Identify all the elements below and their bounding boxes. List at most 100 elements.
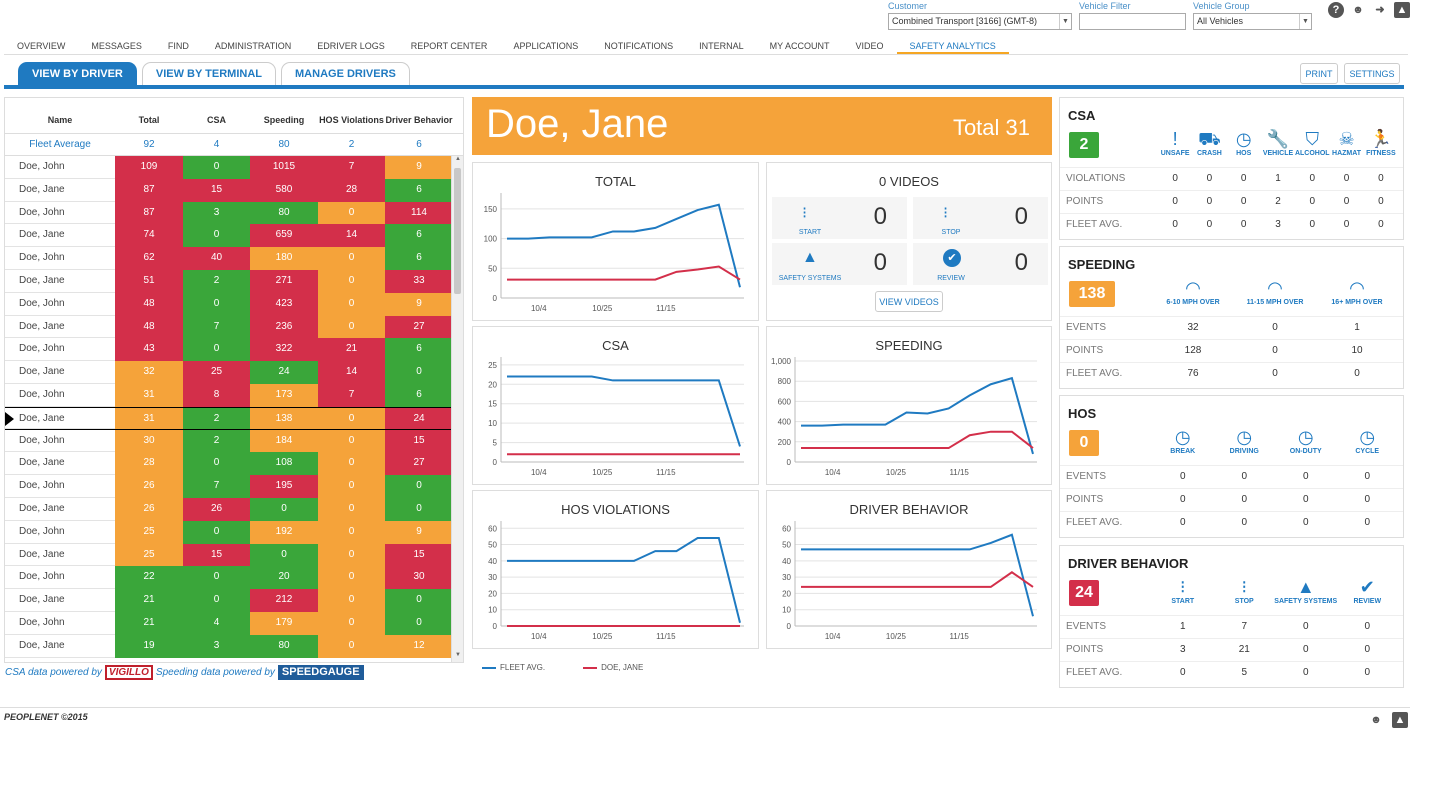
- user-icon[interactable]: ☻: [1368, 712, 1384, 728]
- table-row[interactable]: Doe, John 30 2 184 0 15: [5, 429, 463, 453]
- scroll-up-icon[interactable]: ▲: [455, 156, 461, 162]
- driver-name-cell[interactable]: Doe, Jane: [5, 269, 115, 293]
- score-cell: 21: [115, 589, 183, 612]
- table-row[interactable]: Doe, John 87 3 80 0 114: [5, 201, 463, 225]
- nav-item-administration[interactable]: ADMINISTRATION: [214, 41, 292, 51]
- table-row[interactable]: Doe, Jane 74 0 659 14 6: [5, 224, 463, 248]
- table-row[interactable]: Doe, John 62 40 180 0 6: [5, 247, 463, 270]
- table-row[interactable]: Doe, Jane 21 0 212 0 0: [5, 589, 463, 612]
- table-row[interactable]: Doe, Jane 32 25 24 14 0: [5, 361, 463, 384]
- vehicle-filter-input[interactable]: [1079, 13, 1186, 30]
- nav-item-find[interactable]: FIND: [167, 41, 189, 51]
- series-line-fleet-avg-: [801, 376, 1034, 455]
- driver-name-cell[interactable]: Doe, Jane: [5, 224, 115, 248]
- video-cell[interactable]: ⁝ START 0: [772, 197, 907, 239]
- settings-button[interactable]: SETTINGS: [1344, 63, 1400, 84]
- vehicle-group-select[interactable]: All Vehicles ▼: [1193, 13, 1312, 30]
- panel-column: 🔧 VEHICLE: [1243, 128, 1313, 157]
- driver-name-cell[interactable]: Doe, Jane: [5, 361, 115, 384]
- driver-name-cell[interactable]: Doe, Jane: [5, 178, 115, 202]
- table-row[interactable]: Doe, Jane 87 15 580 28 6: [5, 178, 463, 202]
- driver-name-cell[interactable]: Doe, John: [5, 338, 115, 362]
- table-row[interactable]: Doe, Jane 19 3 80 0 12: [5, 634, 463, 658]
- table-row[interactable]: Doe, Jane 31 2 138 0 24: [5, 406, 463, 430]
- driver-name-cell[interactable]: Doe, Jane: [5, 543, 115, 567]
- nav-item-applications[interactable]: APPLICATIONS: [513, 41, 579, 51]
- chevron-down-icon[interactable]: ▼: [1299, 14, 1311, 29]
- customer-label: Customer: [888, 1, 928, 11]
- driver-name-cell[interactable]: Doe, John: [5, 520, 115, 544]
- column-header[interactable]: HOS Violations: [319, 115, 384, 125]
- table-row[interactable]: Doe, John 22 0 20 0 30: [5, 566, 463, 590]
- table-row[interactable]: Doe, Jane 51 2 271 0 33: [5, 269, 463, 293]
- nav-item-edriver-logs[interactable]: EDRIVER LOGS: [317, 41, 385, 51]
- view-videos-button[interactable]: VIEW VIDEOS: [875, 291, 943, 312]
- nav-item-notifications[interactable]: NOTIFICATIONS: [604, 41, 674, 51]
- help-icon[interactable]: ?: [1328, 2, 1344, 18]
- driver-name-cell[interactable]: Doe, John: [5, 611, 115, 635]
- chevron-down-icon[interactable]: ▼: [1059, 14, 1071, 29]
- nav-item-safety-analytics[interactable]: SAFETY ANALYTICS: [896, 38, 1009, 54]
- driver-name-cell[interactable]: Doe, John: [5, 429, 115, 453]
- profile-icon[interactable]: ▲: [1392, 712, 1408, 728]
- driver-name-cell[interactable]: Doe, Jane: [5, 407, 115, 429]
- driver-name-cell[interactable]: Doe, Jane: [5, 452, 115, 476]
- video-cell[interactable]: ⁝ STOP 0: [913, 197, 1048, 239]
- tab-view-by-terminal[interactable]: VIEW BY TERMINAL: [141, 62, 277, 85]
- column-header[interactable]: Driver Behavior: [385, 115, 453, 125]
- scroll-down-icon[interactable]: ▼: [455, 652, 461, 658]
- driver-name-cell[interactable]: Doe, John: [5, 156, 115, 179]
- tab-view-by-driver[interactable]: VIEW BY DRIVER: [18, 62, 137, 85]
- column-header[interactable]: Total: [138, 115, 160, 125]
- logout-icon[interactable]: ➜: [1372, 2, 1388, 18]
- nav-item-report-center[interactable]: REPORT CENTER: [410, 41, 488, 51]
- driver-name-cell[interactable]: Doe, Jane: [5, 589, 115, 612]
- table-row[interactable]: Doe, John 31 8 173 7 6: [5, 383, 463, 407]
- tab-manage-drivers[interactable]: MANAGE DRIVERS: [281, 62, 410, 85]
- score-cell: 12: [385, 634, 453, 658]
- driver-name-cell[interactable]: Doe, Jane: [5, 634, 115, 658]
- chart-svg: 0 10 20 30 40 50 60 10/4 10/25 11/15: [782, 521, 1037, 641]
- column-header[interactable]: CSA: [206, 115, 226, 125]
- driver-name-cell[interactable]: Doe, John: [5, 566, 115, 590]
- table-row[interactable]: Doe, John 25 0 192 0 9: [5, 520, 463, 544]
- driver-name-cell[interactable]: Doe, Jane: [5, 497, 115, 521]
- row-value: 0: [1302, 621, 1309, 632]
- nav-item-my-account[interactable]: MY ACCOUNT: [769, 41, 830, 51]
- print-button[interactable]: PRINT: [1300, 63, 1338, 84]
- driver-name-cell[interactable]: Doe, John: [5, 475, 115, 498]
- column-header[interactable]: Speeding: [263, 115, 305, 125]
- panel-column: ⛟ CRASH: [1174, 128, 1244, 157]
- table-row[interactable]: Doe, John 26 7 195 0 0: [5, 475, 463, 498]
- video-cell[interactable]: ✔ REVIEW 0: [913, 243, 1048, 285]
- nav-item-messages[interactable]: MESSAGES: [91, 41, 142, 51]
- tab-divider: [4, 85, 1404, 89]
- column-header[interactable]: Name: [47, 115, 73, 125]
- table-row[interactable]: Doe, John 109 0 1015 7 9: [5, 156, 463, 179]
- table-row[interactable]: Doe, Jane 28 0 108 0 27: [5, 452, 463, 476]
- table-row[interactable]: Doe, Jane 25 15 0 0 15: [5, 543, 463, 567]
- table-scrollbar[interactable]: ▲ ▼: [451, 156, 463, 662]
- y-tick-label: 50: [488, 264, 497, 273]
- table-row[interactable]: Doe, Jane 26 26 0 0 0: [5, 497, 463, 521]
- fleet-average-cell: Fleet Average: [29, 139, 91, 150]
- profile-icon[interactable]: ▲: [1394, 2, 1410, 18]
- row-value: 0: [1309, 173, 1316, 184]
- table-row[interactable]: Doe, John 43 0 322 21 6: [5, 338, 463, 362]
- nav-item-internal[interactable]: INTERNAL: [699, 41, 744, 51]
- table-row[interactable]: Doe, Jane 48 7 236 0 27: [5, 315, 463, 339]
- nav-item-overview[interactable]: OVERVIEW: [17, 41, 66, 51]
- driver-name-cell[interactable]: Doe, John: [5, 247, 115, 270]
- table-row[interactable]: Doe, John 48 0 423 0 9: [5, 292, 463, 316]
- driver-name-cell[interactable]: Doe, John: [5, 383, 115, 407]
- nav-item-video[interactable]: VIDEO: [855, 41, 884, 51]
- user-icon[interactable]: ☻: [1350, 2, 1366, 18]
- scroll-thumb[interactable]: [454, 168, 461, 294]
- video-cell[interactable]: ▲ SAFETY SYSTEMS 0: [772, 243, 907, 285]
- driver-name-cell[interactable]: Doe, John: [5, 201, 115, 225]
- customer-select[interactable]: Combined Transport [3166] (GMT-8) ▼: [888, 13, 1072, 30]
- driver-name-cell[interactable]: Doe, John: [5, 292, 115, 316]
- driver-name-cell[interactable]: Doe, Jane: [5, 315, 115, 339]
- table-row[interactable]: Doe, John 21 4 179 0 0: [5, 611, 463, 635]
- score-cell: 236: [250, 315, 318, 339]
